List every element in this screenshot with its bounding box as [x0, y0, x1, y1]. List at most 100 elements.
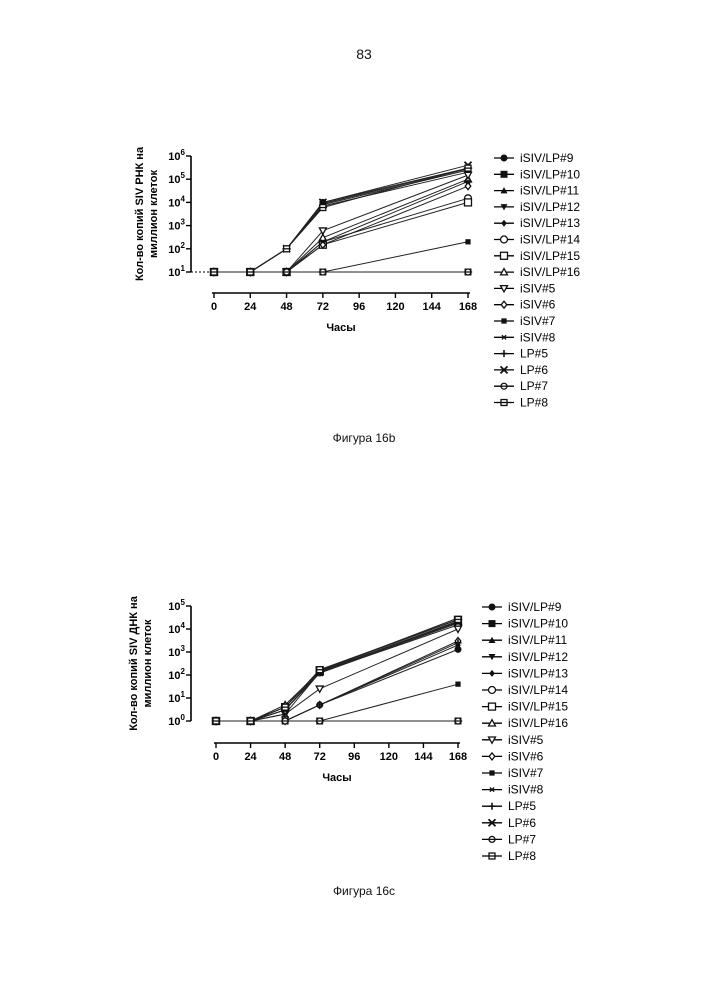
chart-1-series-line-4	[216, 644, 459, 722]
chart-0-x-tick-label: 0	[211, 301, 217, 313]
chart-1-legend-label: LP#7	[508, 832, 536, 846]
chart-0-legend-marker	[500, 334, 508, 340]
chart-1-data-point	[453, 717, 463, 725]
chart-0-legend-marker	[499, 398, 509, 407]
chart-0-legend-marker	[499, 267, 509, 276]
chart-1-series-line-10	[216, 683, 459, 722]
chart-0-y-tick-label: 105	[168, 171, 185, 186]
chart-1-x-axis-title: Часы	[322, 772, 351, 784]
chart-1-x-tick-label: 96	[348, 751, 360, 763]
chart-1-legend-marker	[488, 751, 496, 761]
chart-0-legend-marker	[500, 350, 508, 358]
chart-0-legend-marker	[500, 170, 508, 178]
chart-1-series-line-0	[216, 648, 459, 722]
chart-1-legend-marker	[488, 654, 496, 661]
chart-1-legend-label: iSIV/LP#9	[508, 600, 562, 614]
chart-0-legend-label: iSIV/LP#16	[520, 265, 580, 279]
chart-1-legend-marker	[487, 835, 497, 844]
chart-1-legend-label: iSIV/LP#14	[508, 683, 568, 697]
chart-0-data-point	[464, 181, 472, 191]
chart-1-legend-marker	[489, 669, 495, 677]
chart-1-y-axis-title: Кол-во копий SIV ДНК на миллион клеток	[128, 595, 154, 730]
chart-0-legend-marker	[500, 154, 508, 162]
chart-0-y-axis-title: Кол-во копий SIV РНК на миллион клеток	[134, 146, 160, 281]
chart-0-legend-label: LP#5	[520, 347, 548, 361]
chart-1-data-point	[315, 685, 325, 694]
chart-16b: 101 102 103 104 105 106 0 24 48 72 96 120 144 168 Часы…	[134, 146, 580, 410]
chart-0-legend-label: iSIV/LP#15	[520, 249, 580, 263]
chart-0-data-point	[318, 227, 328, 236]
page-number: 83	[356, 46, 372, 62]
chart-0-data-point	[463, 268, 473, 276]
chart-1-x-tick-label: 120	[380, 751, 398, 763]
chart-0-y-tick-label: 106	[168, 148, 185, 163]
chart-0-legend-marker	[499, 251, 509, 260]
chart-0-legend-marker	[500, 300, 508, 310]
chart-0-data-point	[282, 245, 291, 253]
chart-0-data-point	[463, 198, 473, 207]
chart-0-data-point	[465, 239, 471, 245]
chart-1-data-point	[454, 639, 462, 647]
chart-1-legend-label: iSIV#6	[508, 749, 544, 763]
chart-0-legend-label: iSIV/LP#14	[520, 233, 580, 247]
chart-1-legend-marker	[487, 685, 497, 695]
chart-1-series-line-8	[216, 628, 459, 722]
chart-1-legend-marker	[488, 802, 496, 810]
chart-1-legend-marker	[487, 736, 497, 745]
chart-1-data-point	[454, 645, 462, 653]
chart-0-legend-label: iSIV#5	[520, 281, 556, 295]
chart-0-y-tick-label: 102	[168, 241, 185, 256]
chart-1-legend-marker	[488, 787, 496, 793]
chart-0-x-tick-label: 72	[317, 301, 329, 313]
chart-0-data-point	[463, 171, 473, 180]
chart-1-x-tick-label: 24	[244, 751, 257, 763]
chart-0-legend-label: iSIV/LP#13	[520, 216, 580, 230]
chart-1-data-point	[281, 709, 290, 719]
chart-1-data-point	[315, 717, 324, 725]
chart-0-legend-marker	[500, 204, 508, 211]
chart-0-y-tick-label: 103	[168, 218, 185, 233]
chart-1-series-line-12	[216, 642, 459, 722]
chart-1-legend-marker	[489, 770, 495, 776]
chart-1-y-tick-label: 104	[168, 621, 185, 636]
chart-1-legend-label: iSIV/LP#15	[508, 700, 568, 714]
chart-0-x-tick-label: 168	[459, 301, 477, 313]
chart-1-y-tick-label: 100	[168, 713, 185, 728]
chart-1-x-tick-label: 144	[414, 751, 433, 763]
chart-0-legend-marker	[501, 219, 507, 227]
chart-0-data-point	[318, 203, 328, 212]
chart-0-legend-label: LP#8	[520, 396, 548, 410]
chart-0-data-point	[209, 268, 219, 276]
chart-1-data-point	[316, 701, 324, 709]
chart-0-y-tick-label: 104	[168, 194, 185, 209]
chart-1-x-tick-label: 168	[449, 751, 467, 763]
chart-1-data-point	[453, 625, 463, 634]
chart-0-legend-label: iSIV/LP#11	[520, 184, 579, 198]
chart-0-legend-label: LP#7	[520, 379, 548, 393]
chart-1-legend-marker	[487, 818, 497, 827]
chart-1-legend-label: LP#6	[508, 816, 536, 830]
chart-0-data-point	[246, 268, 255, 276]
chart-0-data-point	[319, 239, 327, 245]
chart-0-data-point	[464, 178, 472, 185]
chart-1-legend-label: iSIV#7	[508, 766, 544, 780]
chart-1-legend-marker	[488, 636, 496, 643]
chart-1-legend-label: iSIV/LP#12	[508, 650, 568, 664]
chart-1-y-tick-label: 105	[168, 598, 185, 613]
chart-0-x-tick-label: 24	[244, 301, 257, 313]
chart-1-x-tick-label: 72	[314, 751, 326, 763]
figure-caption-16c: Фигура 16c	[332, 884, 396, 898]
chart-1-legend-marker	[488, 603, 496, 611]
chart-1-data-point	[211, 717, 221, 725]
chart-0-legend-label: iSIV/LP#12	[520, 200, 580, 214]
chart-0-legend-marker	[500, 187, 508, 194]
chart-0-legend-label: iSIV#7	[520, 314, 556, 328]
chart-1-legend-label: iSIV#5	[508, 733, 544, 747]
chart-1-series-line-5	[216, 624, 459, 722]
chart-1-legend-marker	[488, 620, 496, 628]
chart-0-legend-label: LP#6	[520, 363, 548, 377]
chart-1-x-tick-label: 0	[213, 751, 219, 763]
chart-1-data-point	[280, 717, 290, 725]
chart-0-x-tick-label: 48	[280, 301, 292, 313]
